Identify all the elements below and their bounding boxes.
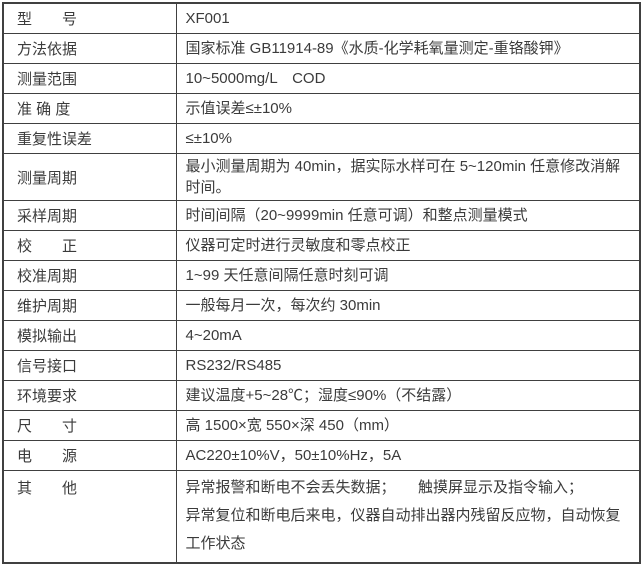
table-row: 尺 寸高 1500×宽 550×深 450（mm） <box>2 410 641 441</box>
parameter-value-cell: 国家标准 GB11914-89《水质-化学耗氧量测定-重铬酸钾》 <box>175 33 641 64</box>
parameter-name-cell: 方法依据 <box>2 33 177 64</box>
parameter-value-line: 异常复位和断电后来电，仪器自动排出器内残留反应物，自动恢复工作状态 <box>185 507 621 552</box>
parameter-name-cell: 测量范围 <box>2 63 177 94</box>
parameter-name-cell: 校准周期 <box>2 260 177 291</box>
parameter-value-line: 4~20mA <box>185 327 242 344</box>
table-row: 校 正仪器可定时进行灵敏度和零点校正 <box>2 230 641 261</box>
parameter-value-line: 仪器可定时进行灵敏度和零点校正 <box>185 237 411 254</box>
table-row: 准 确 度示值误差≤±10% <box>2 93 641 124</box>
parameter-value-cell: 时间间隔（20~9999min 任意可调）和整点测量模式 <box>175 200 641 231</box>
parameter-value-line: 建议温度+5~28℃；湿度≤90%（不结露） <box>185 387 462 404</box>
parameter-name-cell: 环境要求 <box>2 380 177 411</box>
parameter-value-cell: RS232/RS485 <box>175 350 641 381</box>
parameter-value-cell: 建议温度+5~28℃；湿度≤90%（不结露） <box>175 380 641 411</box>
parameter-value-line: 1~99 天任意间隔任意时刻可调 <box>185 267 389 284</box>
parameter-value-cell: XF001 <box>175 2 641 34</box>
table-row: 测量范围 10~5000mg/L COD <box>2 63 641 94</box>
parameter-value-line: 最小测量周期为 40min，据实际水样可在 5~120min 任意修改消解时间。 <box>185 158 621 196</box>
parameter-value-cell: 10~5000mg/L COD <box>175 63 641 94</box>
parameter-value-cell: 示值误差≤±10% <box>175 93 641 124</box>
parameter-name-cell: 维护周期 <box>2 290 177 321</box>
parameter-value-cell: 1~99 天任意间隔任意时刻可调 <box>175 260 641 291</box>
table-row: 采样周期 时间间隔（20~9999min 任意可调）和整点测量模式 <box>2 200 641 231</box>
table-row: 重复性误差 ≤±10% <box>2 123 641 154</box>
table-row: 模拟输出 4~20mA <box>2 320 641 351</box>
table-row: 测量周期 最小测量周期为 40min，据实际水样可在 5~120min 任意修改消… <box>2 153 641 201</box>
table-row: 维护周期 一般每月一次，每次约 30min <box>2 290 641 321</box>
parameter-name-cell: 其 他 <box>2 470 177 564</box>
parameter-name-cell: 型 号 <box>2 2 177 34</box>
parameter-value-line: 时间间隔（20~9999min 任意可调）和整点测量模式 <box>185 207 528 224</box>
parameter-name-cell: 尺 寸 <box>2 410 177 441</box>
parameter-value-cell: 异常报警和断电不会丢失数据； 触摸屏显示及指令输入； 异常复位和断电后来电，仪器自… <box>175 470 641 564</box>
parameter-value-line: 国家标准 GB11914-89《水质-化学耗氧量测定-重铬酸钾》 <box>185 40 569 57</box>
parameter-value-cell: AC220±10%V，50±10%Hz，5A <box>175 440 641 471</box>
parameter-name-cell: 信号接口 <box>2 350 177 381</box>
table-row: 型 号 XF001 <box>2 2 641 34</box>
parameter-value-line: 示值误差≤±10% <box>185 100 293 117</box>
table-row: 信号接口 RS232/RS485 <box>2 350 641 381</box>
table-row: 校准周期 1~99 天任意间隔任意时刻可调 <box>2 260 641 291</box>
parameter-name-cell: 校 正 <box>2 230 177 261</box>
parameter-value-cell: 一般每月一次，每次约 30min <box>175 290 641 321</box>
parameter-value-cell: 仪器可定时进行灵敏度和零点校正 <box>175 230 641 261</box>
parameter-value-line: 10~5000mg/L COD <box>185 70 326 87</box>
parameter-value-line: 高 1500×宽 550×深 450（mm） <box>185 417 399 434</box>
parameter-value-line: AC220±10%V，50±10%Hz，5A <box>185 447 402 464</box>
parameter-value-cell: 最小测量周期为 40min，据实际水样可在 5~120min 任意修改消解时间。 <box>175 153 641 201</box>
table-row: 电 源 AC220±10%V，50±10%Hz，5A <box>2 440 641 471</box>
parameter-name-cell: 测量周期 <box>2 153 177 201</box>
table-row: 方法依据 国家标准 GB11914-89《水质-化学耗氧量测定-重铬酸钾》 <box>2 33 641 64</box>
parameter-value-line: 异常报警和断电不会丢失数据； 触摸屏显示及指令输入； <box>185 479 584 496</box>
parameter-name-cell: 电 源 <box>2 440 177 471</box>
parameter-value-cell: 4~20mA <box>175 320 641 351</box>
parameter-name-cell: 重复性误差 <box>2 123 177 154</box>
parameter-value-line: 一般每月一次，每次约 30min <box>185 297 381 314</box>
parameter-value-line: ≤±10% <box>185 130 233 147</box>
table-row: 环境要求 建议温度+5~28℃；湿度≤90%（不结露） <box>2 380 641 411</box>
parameter-name-cell: 采样周期 <box>2 200 177 231</box>
table-row: 其 他异常报警和断电不会丢失数据； 触摸屏显示及指令输入； 异常复位和断电后来电，… <box>2 470 641 564</box>
parameter-value-line: XF001 <box>185 10 230 27</box>
parameter-value-cell: ≤±10% <box>175 123 641 154</box>
parameter-name-cell: 准 确 度 <box>2 93 177 124</box>
parameter-name-cell: 模拟输出 <box>2 320 177 351</box>
parameter-value-cell: 高 1500×宽 550×深 450（mm） <box>175 410 641 441</box>
parameter-value-line: RS232/RS485 <box>185 357 282 374</box>
